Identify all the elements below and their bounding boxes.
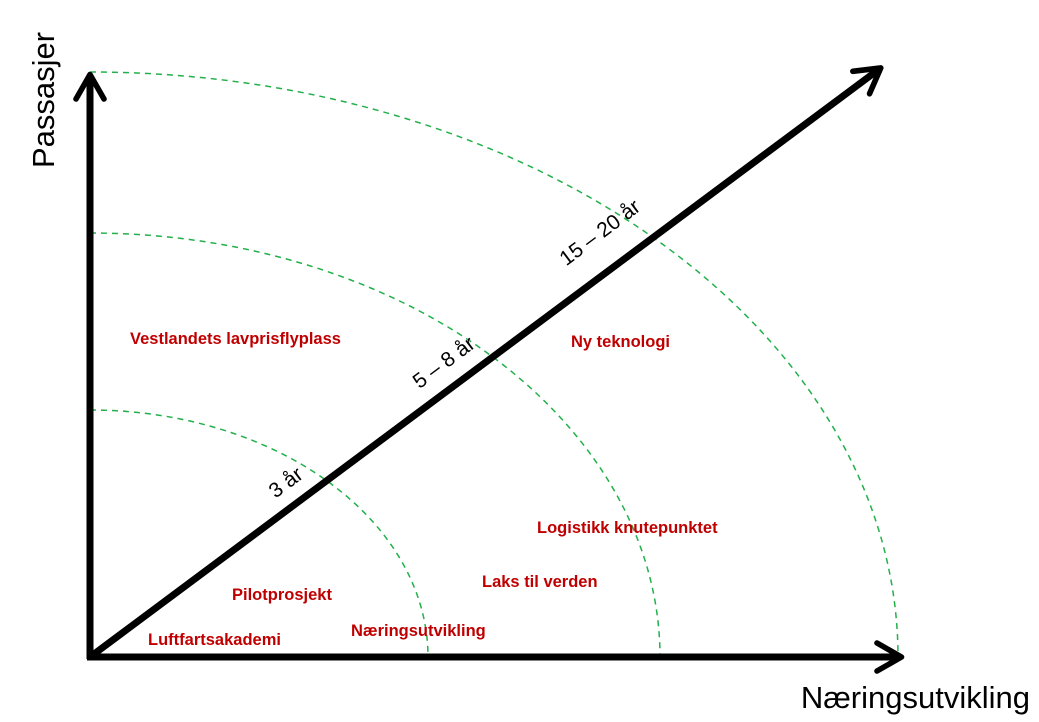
project-label: Ny teknologi: [571, 333, 670, 351]
project-label: Næringsutvikling: [351, 622, 486, 640]
project-label: Laks til verden: [482, 573, 598, 591]
project-label: Pilotprosjekt: [232, 586, 332, 604]
time-axis: [87, 65, 884, 660]
project-label: Luftfartsakademi: [148, 631, 281, 649]
horizon-arc: [89, 71, 899, 658]
horizon-label: 5 – 8 år: [409, 332, 480, 393]
project-label: Logistikk knutepunktet: [537, 519, 718, 537]
y-axis-label: Passasjer: [26, 32, 61, 168]
x-axis-label: Næringsutvikling: [801, 680, 1030, 715]
horizon-label: 15 – 20 år: [555, 195, 644, 270]
horizon-arc: [89, 232, 661, 658]
project-label: Vestlandets lavprisflyplass: [130, 330, 341, 348]
